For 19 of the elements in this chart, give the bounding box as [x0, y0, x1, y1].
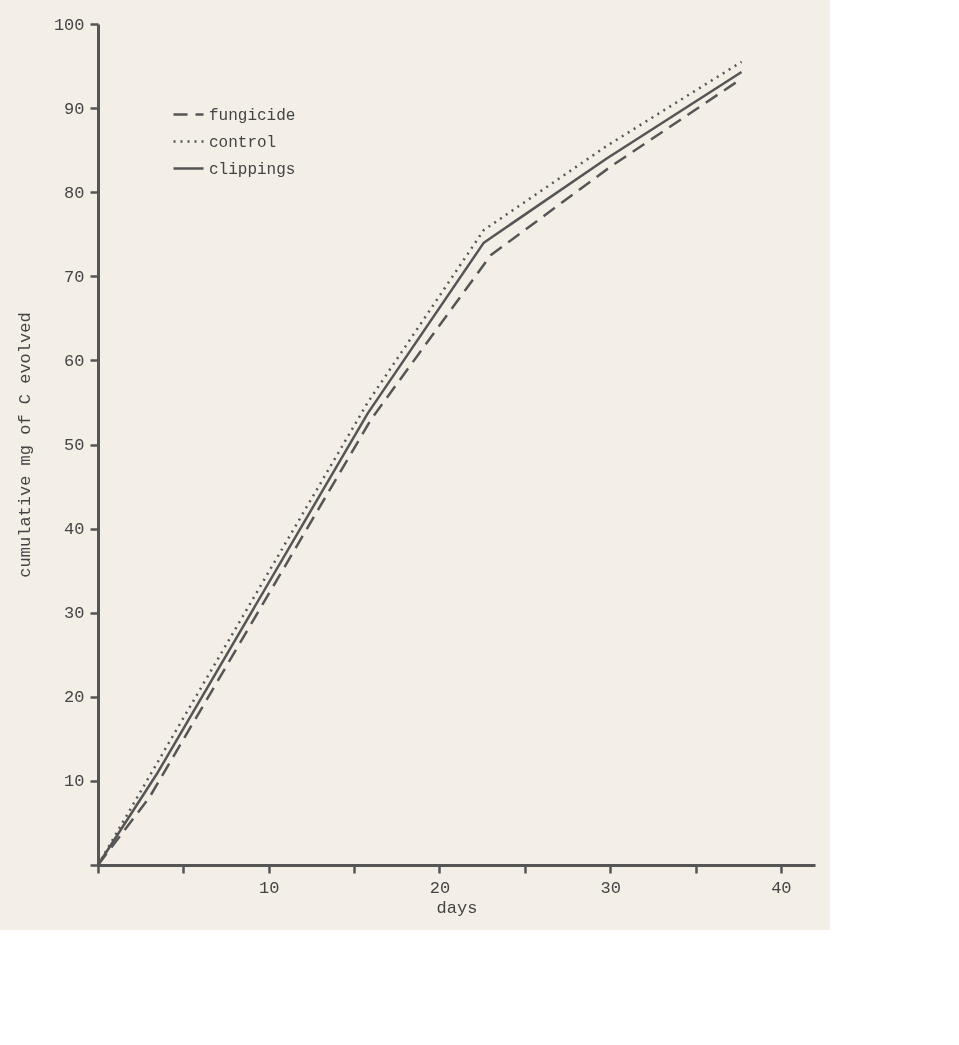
y-tick-label: 70 — [64, 267, 85, 287]
x-tick-label: 30 — [600, 878, 621, 898]
x-tick-label: 40 — [771, 878, 792, 898]
y-tick-label: 30 — [64, 604, 85, 624]
y-axis-title: cumulative mg of C evolved — [15, 312, 35, 578]
x-axis-title: days — [436, 898, 478, 918]
y-tick-label: 100 — [53, 15, 85, 35]
legend-label: fungicide — [209, 106, 296, 125]
x-tick-label: 10 — [259, 878, 280, 898]
y-tick-label: 90 — [64, 99, 85, 119]
y-tick-label: 20 — [64, 688, 85, 708]
legend-label: clippings — [209, 160, 296, 179]
legend-label: control — [209, 133, 277, 152]
y-tick-label: 40 — [64, 520, 85, 540]
y-tick-label: 10 — [64, 772, 85, 792]
y-tick-label: 50 — [64, 436, 85, 455]
y-tick-label: 80 — [64, 183, 85, 203]
y-tick-label: 60 — [64, 351, 85, 371]
x-tick-label: 20 — [429, 878, 451, 898]
